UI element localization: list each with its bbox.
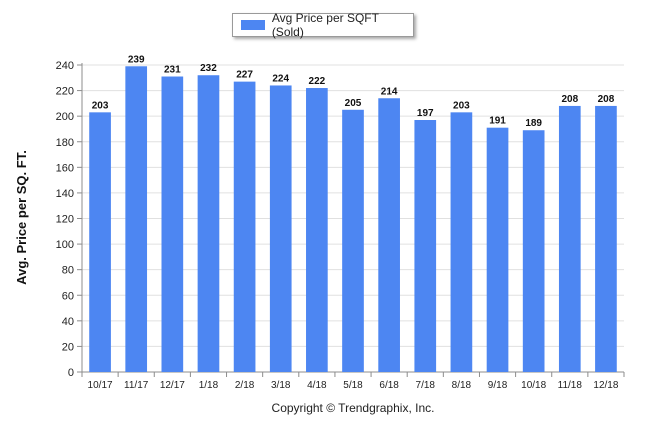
bar xyxy=(378,98,400,372)
bar-value-label: 232 xyxy=(200,63,217,74)
bar-value-label: 189 xyxy=(525,118,542,129)
x-tick-label: 11/17 xyxy=(124,380,149,391)
y-tick-label: 40 xyxy=(62,316,74,328)
bar-value-label: 224 xyxy=(272,73,289,84)
bar-value-label: 197 xyxy=(417,108,434,119)
bar-value-label: 227 xyxy=(236,70,253,81)
y-axis-title-wrap: Avg. Price per SQ. FT. xyxy=(10,58,32,376)
x-tick-label: 12/18 xyxy=(593,380,618,391)
y-tick-label: 160 xyxy=(56,162,74,174)
x-tick-label: 10/18 xyxy=(521,380,546,391)
y-tick-label: 240 xyxy=(56,60,74,72)
x-tick-label: 1/18 xyxy=(199,380,219,391)
bar-value-label: 208 xyxy=(598,94,615,105)
bar-value-label: 231 xyxy=(164,65,181,76)
bar xyxy=(269,85,292,372)
y-tick-label: 140 xyxy=(56,188,74,200)
y-tick-label: 0 xyxy=(68,367,74,379)
x-tick-label: 10/17 xyxy=(88,380,113,391)
legend-label: Avg Price per SQFT (Sold) xyxy=(271,11,379,39)
y-axis-title: Avg. Price per SQ. FT. xyxy=(13,149,29,285)
x-tick-label: 8/18 xyxy=(452,380,472,391)
bar xyxy=(522,130,545,372)
x-tick-label: 11/18 xyxy=(558,380,583,391)
legend-swatch xyxy=(241,20,265,30)
y-tick-label: 80 xyxy=(62,265,74,277)
bar-value-label: 203 xyxy=(453,100,470,111)
bar xyxy=(595,105,617,372)
x-tick-label: 4/18 xyxy=(307,380,327,391)
y-tick-label: 60 xyxy=(62,290,74,302)
bar-value-label: 208 xyxy=(561,94,578,105)
x-tick-label: 2/18 xyxy=(235,380,255,391)
bar xyxy=(233,81,256,373)
bar-value-label: 203 xyxy=(92,100,109,111)
bar xyxy=(450,112,473,373)
bar xyxy=(486,127,509,372)
y-tick-label: 120 xyxy=(56,214,74,226)
bar-value-label: 191 xyxy=(489,116,506,127)
bar xyxy=(197,75,220,372)
copyright-text: Copyright © Trendgraphix, Inc. xyxy=(271,401,435,415)
x-tick-label: 7/18 xyxy=(416,380,436,391)
bar xyxy=(414,120,437,372)
chart-legend: Avg Price per SQFT (Sold) xyxy=(232,11,414,39)
bar xyxy=(342,109,364,372)
bar xyxy=(558,105,581,372)
bar-value-label: 205 xyxy=(345,98,362,109)
y-tick-label: 180 xyxy=(56,137,74,149)
x-tick-label: 12/17 xyxy=(160,380,185,391)
x-tick-label: 9/18 xyxy=(488,380,508,391)
bar xyxy=(161,76,184,372)
bar xyxy=(89,112,111,373)
bar xyxy=(306,88,328,373)
y-tick-label: 100 xyxy=(56,239,74,251)
x-tick-label: 6/18 xyxy=(379,380,399,391)
x-tick-label: 3/18 xyxy=(271,380,291,391)
bar-value-label: 222 xyxy=(309,76,326,87)
y-tick-label: 220 xyxy=(56,86,74,98)
y-tick-label: 200 xyxy=(56,111,74,123)
bar-value-label: 239 xyxy=(128,54,145,65)
bar-value-label: 214 xyxy=(381,86,398,97)
x-tick-label: 5/18 xyxy=(343,380,363,391)
y-tick-label: 20 xyxy=(62,341,74,353)
bar xyxy=(125,66,148,372)
